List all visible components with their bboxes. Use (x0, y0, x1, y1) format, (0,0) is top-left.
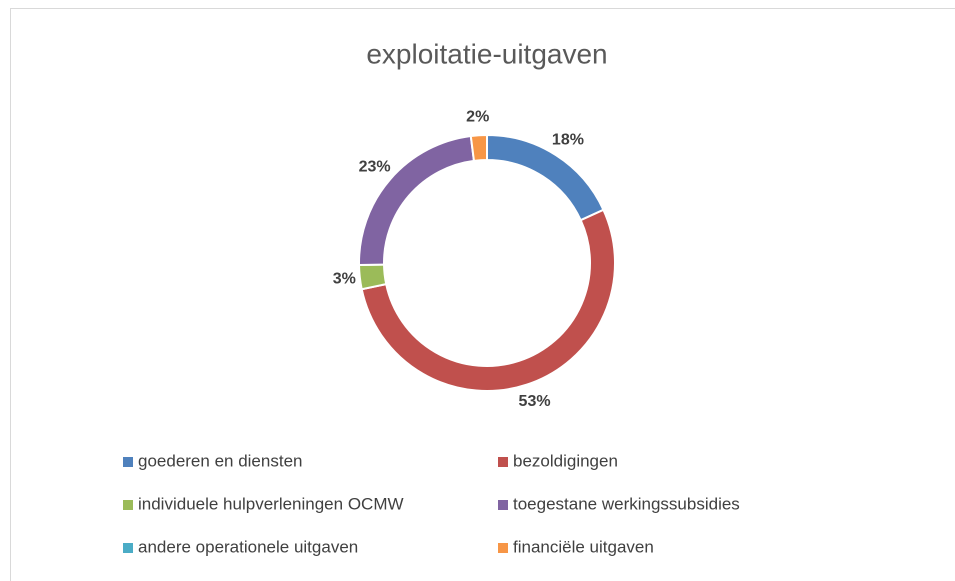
legend-swatch (123, 543, 133, 553)
legend-swatch (498, 543, 508, 553)
legend-swatch (498, 457, 508, 467)
donut-slice (360, 208, 616, 392)
chart-title: exploitatie-uitgaven (366, 38, 607, 69)
data-label: 2% (466, 109, 489, 126)
donut-slice (486, 133, 605, 222)
donut-slice (469, 133, 488, 162)
donut-slice (358, 134, 476, 267)
legend-swatch (123, 457, 133, 467)
data-label: 3% (333, 270, 356, 287)
data-label: 53% (519, 393, 551, 410)
legend-swatch (498, 500, 508, 510)
legend-label: financiële uitgaven (513, 537, 654, 556)
donut-slice (358, 263, 388, 291)
legend-swatch (123, 500, 133, 510)
legend-label: bezoldigingen (513, 451, 618, 470)
legend-label: andere operationele uitgaven (138, 537, 358, 556)
data-label: 18% (552, 131, 584, 148)
legend-label: individuele hulpverleningen OCMW (138, 494, 404, 513)
data-label: 23% (359, 159, 391, 176)
legend-label: toegestane werkingssubsidies (513, 494, 740, 513)
legend-label: goederen en diensten (138, 451, 302, 470)
